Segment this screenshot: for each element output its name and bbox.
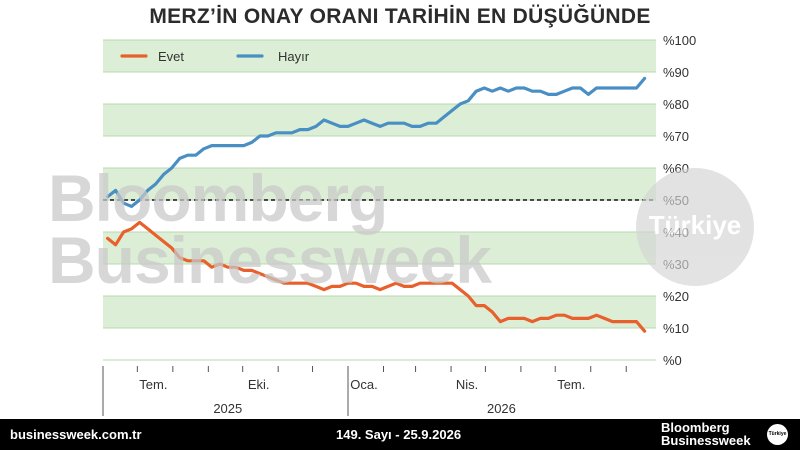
grid-band-20: [103, 264, 656, 296]
series-layer: [105, 76, 647, 333]
legend-label-evet: Evet: [158, 49, 184, 64]
x-tick-label: Oca.: [350, 377, 377, 392]
legend-label-hayir: Hayır: [278, 49, 310, 64]
grid-bands: [103, 40, 656, 360]
y-tick-label: %90: [663, 65, 689, 80]
grid-band-0: [103, 328, 656, 360]
series-line-evet: [105, 220, 647, 333]
footer-brand-line2: Businessweek: [661, 433, 751, 448]
grid-band-30: [103, 232, 656, 264]
x-tick-label: Eki.: [248, 377, 270, 392]
grid-band-50: [103, 168, 656, 200]
y-tick-label: %60: [663, 161, 689, 176]
y-tick-label: %40: [663, 225, 689, 240]
x-axis: Tem. Eki. Oca. Nis. Tem. 2025 2026: [102, 366, 627, 416]
footer-badge: Türkiye: [767, 424, 788, 445]
footer-site-link[interactable]: businessweek.com.tr: [10, 427, 142, 442]
grid-band-40: [103, 200, 656, 232]
grid-band-80: [103, 72, 656, 104]
y-tick-label: %10: [663, 321, 689, 336]
y-tick-label: %70: [663, 129, 689, 144]
grid-band-60: [103, 136, 656, 168]
y-axis: %0 %10 %20 %30 %40 %50 %60 %70 %80 %90 %100: [663, 33, 696, 368]
grid-band-10: [103, 296, 656, 328]
footer-brand-line1: Bloomberg: [661, 420, 730, 435]
y-tick-label: %100: [663, 33, 696, 48]
grid-lines: [103, 39, 656, 361]
footer-issue: 149. Sayı - 25.9.2026: [336, 427, 462, 442]
y-tick-label: %30: [663, 257, 689, 272]
chart-title: MERZ’İN ONAY ORANI TARİHİN EN DÜŞÜĞÜNDE: [149, 5, 651, 28]
y-tick-label: %20: [663, 289, 689, 304]
x-tick-label: Tem.: [557, 377, 585, 392]
legend: Evet Hayır: [120, 49, 310, 64]
x-year-label: 2025: [213, 401, 242, 416]
grid-band-90: [103, 40, 656, 72]
x-year-label: 2026: [487, 401, 516, 416]
x-tick-label: Nis.: [456, 377, 478, 392]
footer-bar: businessweek.com.tr 149. Sayı - 25.9.202…: [0, 419, 800, 450]
x-tick-label: Tem.: [139, 377, 167, 392]
y-tick-label: %0: [663, 353, 682, 368]
approval-line-chart: %0 %10 %20 %30 %40 %50 %60 %70 %80 %90 %100 Tem. Ek…: [102, 33, 696, 416]
grid-band-70: [103, 104, 656, 136]
series-line-hayir: [105, 76, 647, 208]
footer-brand-logo: Bloomberg Businessweek: [661, 421, 751, 447]
y-tick-label: %80: [663, 97, 689, 112]
y-tick-label: %50: [663, 193, 689, 208]
